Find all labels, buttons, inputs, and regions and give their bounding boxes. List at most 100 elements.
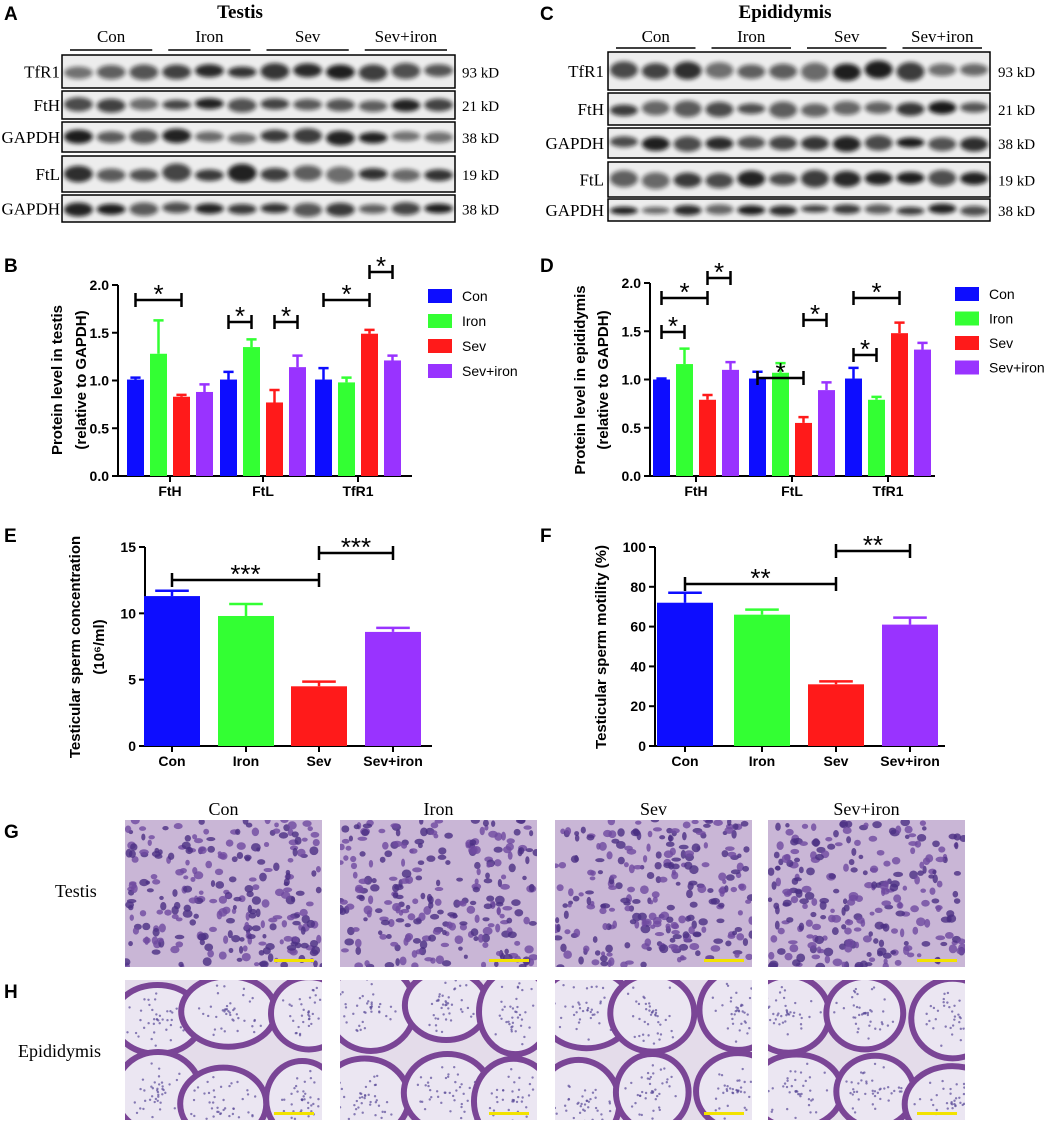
sperm — [740, 1022, 743, 1026]
cell — [784, 952, 793, 961]
cell — [247, 904, 253, 914]
sperm — [164, 1091, 167, 1095]
cell — [481, 933, 490, 943]
sperm — [871, 1092, 875, 1095]
cell — [430, 822, 439, 829]
sperm — [516, 985, 520, 988]
sperm — [958, 999, 961, 1002]
sperm — [714, 1009, 717, 1013]
blot-strip — [61, 90, 456, 120]
blot-band — [832, 204, 861, 214]
sperm — [462, 1092, 465, 1096]
sperm — [358, 1024, 361, 1028]
y-tick-label: 1.0 — [90, 373, 110, 389]
sperm — [950, 1010, 954, 1013]
cell — [919, 861, 925, 869]
blot-band — [737, 205, 766, 215]
cell — [267, 953, 274, 963]
sperm — [228, 1084, 231, 1088]
sperm — [143, 998, 146, 1001]
cell — [573, 928, 581, 938]
cell — [924, 918, 931, 928]
sperm — [225, 1004, 229, 1008]
sperm — [148, 1098, 152, 1102]
cell — [468, 845, 478, 855]
sperm — [377, 1005, 381, 1009]
cell — [528, 883, 535, 893]
cell — [506, 838, 515, 844]
sperm — [290, 1004, 293, 1008]
cell — [788, 940, 798, 945]
cell — [420, 892, 426, 900]
significance-bracket — [317, 546, 395, 560]
cell — [586, 896, 592, 906]
sperm — [444, 1018, 448, 1021]
sperm — [644, 1091, 648, 1095]
sperm — [857, 1013, 861, 1017]
cell — [718, 872, 727, 881]
sperm — [291, 1019, 295, 1023]
sperm — [873, 1090, 877, 1093]
bar — [845, 378, 862, 476]
blot-band — [325, 202, 355, 217]
sperm — [241, 1097, 244, 1101]
cell — [663, 862, 673, 869]
cell — [245, 822, 253, 828]
sperm — [524, 1011, 527, 1014]
sperm — [501, 1089, 505, 1092]
cell — [447, 912, 456, 917]
cell — [810, 823, 817, 832]
sperm — [440, 1101, 443, 1105]
cell — [724, 826, 734, 834]
sperm — [169, 1039, 173, 1042]
blot-band — [609, 61, 638, 79]
sperm — [441, 994, 444, 997]
cell — [358, 878, 369, 885]
sperm — [511, 1090, 514, 1093]
cell — [507, 851, 513, 860]
sperm — [374, 1101, 378, 1104]
cell — [903, 946, 910, 956]
sperm — [531, 1076, 534, 1079]
cell — [444, 832, 453, 839]
significance-bracket — [706, 271, 732, 285]
cell — [131, 856, 139, 863]
sperm — [584, 1119, 586, 1120]
sperm — [150, 1085, 153, 1088]
sperm — [942, 1087, 945, 1091]
scale-bar — [489, 959, 529, 962]
blot-band — [391, 131, 421, 142]
significance-bracket — [852, 348, 878, 362]
cell — [301, 837, 308, 842]
cell — [440, 942, 450, 948]
sperm — [221, 1009, 225, 1012]
cell — [128, 940, 133, 947]
blot-band — [162, 202, 192, 214]
cell — [438, 847, 447, 855]
cell — [189, 919, 197, 926]
cell — [845, 820, 853, 828]
sperm — [835, 1001, 838, 1005]
blot-band — [864, 171, 893, 186]
cell — [806, 867, 815, 876]
cell — [437, 854, 447, 860]
cell — [608, 830, 617, 839]
y-tick-label: 0.5 — [90, 420, 110, 436]
sperm — [153, 998, 157, 1001]
sperm — [736, 1079, 739, 1082]
sperm — [711, 996, 715, 999]
sperm — [309, 1069, 312, 1073]
cell — [647, 830, 653, 838]
sperm — [565, 1109, 568, 1112]
sperm — [794, 1070, 797, 1073]
sperm — [883, 998, 886, 1001]
legend-label: Sev — [462, 338, 486, 354]
blot-band — [63, 202, 93, 217]
sperm — [932, 1006, 936, 1010]
cell — [283, 878, 290, 886]
sperm — [807, 1103, 811, 1107]
cell — [170, 945, 180, 954]
cell — [628, 864, 635, 874]
cell — [689, 901, 698, 908]
blot-band — [358, 132, 388, 144]
